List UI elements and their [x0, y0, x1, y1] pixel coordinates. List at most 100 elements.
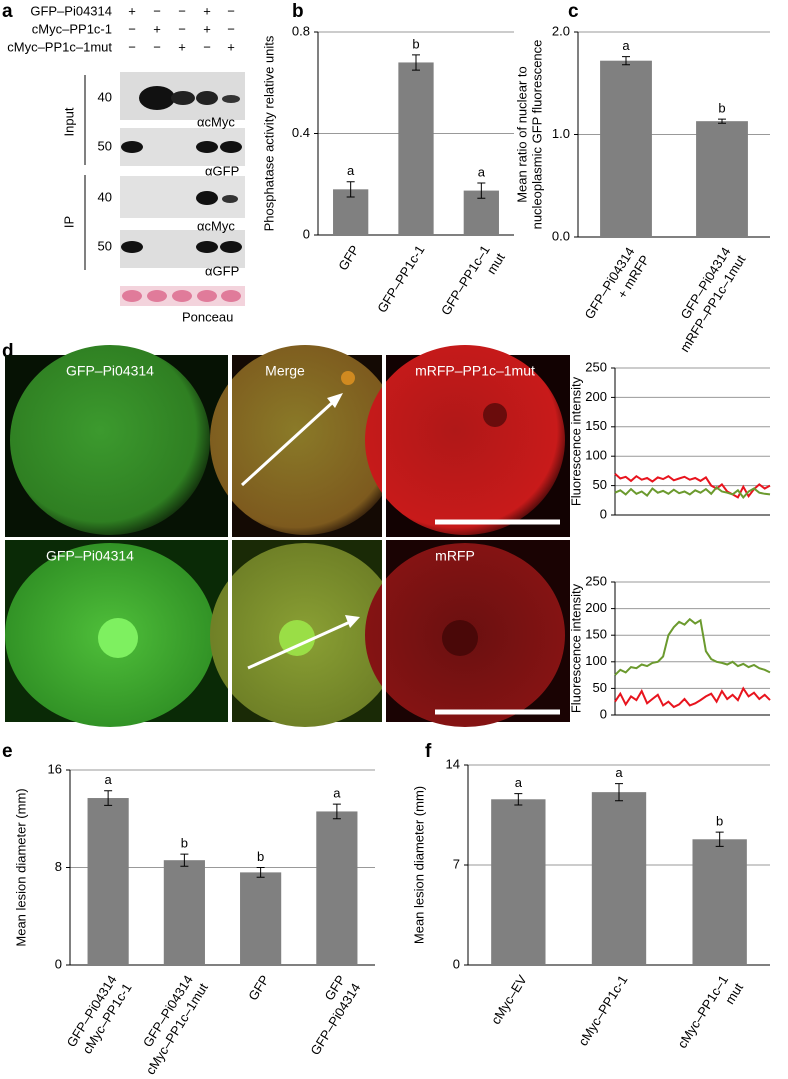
section-label: Input: [61, 107, 76, 136]
sign: +: [203, 3, 211, 18]
y-tick-label: 50: [593, 477, 607, 492]
error-bar: [180, 853, 189, 867]
sign: +: [153, 21, 161, 36]
y-tick-label: 16: [48, 761, 62, 776]
error-bar: [412, 54, 420, 71]
significance-letter: a: [615, 765, 623, 780]
antibody-label: αcMyc: [197, 218, 235, 233]
antibody-label: αcMyc: [197, 114, 235, 129]
bar: [696, 121, 748, 237]
bar: [398, 62, 434, 236]
sign: −: [178, 21, 186, 36]
mw-label: 40: [98, 89, 112, 104]
panel-label: e: [2, 741, 13, 762]
bar: [491, 799, 546, 965]
sign: −: [128, 21, 136, 36]
bar: [591, 792, 647, 965]
profile-line: [614, 686, 771, 709]
y-axis-label: Mean lesion diameter (mm): [411, 786, 426, 944]
significance-letter: a: [105, 772, 113, 787]
error-bar: [346, 181, 355, 198]
bar: [163, 860, 205, 965]
significance-letter: a: [478, 164, 486, 179]
y-axis-label: Mean ratio of nuclear to: [514, 66, 529, 203]
significance-letter: b: [716, 814, 723, 829]
y-tick-label: 7: [453, 856, 460, 871]
sign: +: [178, 39, 186, 54]
panel-label: b: [292, 1, 304, 22]
y-tick-label: 100: [585, 653, 607, 668]
sign: +: [128, 3, 136, 18]
y-tick-label: 0.4: [292, 125, 310, 140]
image-label: GFP–Pi04314: [66, 363, 154, 379]
bar: [692, 839, 747, 965]
error-bar: [256, 867, 265, 878]
sign: −: [128, 39, 136, 54]
y-tick-label: 2.0: [552, 23, 570, 38]
error-bar: [477, 182, 486, 199]
y-tick-label: 0: [55, 956, 62, 971]
panel-label: d: [2, 341, 14, 362]
bar: [316, 811, 358, 965]
sign: −: [203, 39, 211, 54]
error-bar: [514, 793, 523, 806]
stain-label: Ponceau: [182, 309, 233, 324]
error-bar: [715, 831, 724, 847]
mw-label: 50: [98, 238, 112, 253]
y-axis-label: Phosphatase activity relative units: [261, 35, 276, 231]
y-tick-label: 250: [585, 573, 607, 588]
y-tick-label: 100: [585, 448, 607, 463]
blot-images: [84, 72, 245, 306]
y-axis-label: nucleoplasmic GFP fluorescence: [529, 40, 544, 230]
significance-letter: a: [622, 38, 630, 53]
sign: −: [227, 21, 235, 36]
y-tick-label: 0: [453, 956, 460, 971]
y-tick-label: 50: [593, 680, 607, 695]
y-tick-label: 250: [585, 359, 607, 374]
y-axis-label: Fluorescence intensity: [568, 376, 583, 506]
micrographs: [5, 345, 570, 727]
x-tick-label: GFP–PP1c–1: [438, 242, 493, 317]
error-bar: [104, 790, 113, 806]
image-label: Merge: [265, 363, 305, 379]
antibody-label: αGFP: [205, 163, 239, 178]
error-bar: [718, 118, 726, 124]
x-tick-label: GFP–PP1c-1: [374, 242, 427, 315]
significance-letter: b: [412, 36, 419, 51]
significance-letter: b: [718, 101, 725, 116]
profile-line: [614, 617, 771, 676]
x-tick-label: cMyc–EV: [488, 972, 530, 1027]
bar: [87, 798, 129, 965]
significance-letter: b: [181, 836, 188, 851]
mw-label: 50: [98, 138, 112, 153]
antibody-label: αGFP: [205, 263, 239, 278]
error-bar: [615, 783, 623, 802]
y-tick-label: 200: [585, 389, 607, 404]
y-axis-label: Fluorescence intensity: [568, 583, 583, 713]
y-tick-label: 150: [585, 627, 607, 642]
sign: −: [178, 3, 186, 18]
panel-label: f: [425, 741, 432, 762]
row-label: cMyc–PP1c–1mut: [7, 39, 112, 54]
y-tick-label: 1.0: [552, 126, 570, 141]
row-label: GFP–Pi04314: [30, 3, 112, 18]
y-tick-label: 8: [55, 859, 62, 874]
y-tick-label: 14: [446, 756, 460, 771]
significance-letter: a: [515, 775, 523, 790]
mw-label: 40: [98, 189, 112, 204]
y-tick-label: 150: [585, 418, 607, 433]
image-label: mRFP–PP1c–1mut: [415, 363, 535, 379]
bar: [600, 60, 652, 238]
y-tick-label: 0: [600, 706, 607, 721]
y-axis-label: Mean lesion diameter (mm): [13, 788, 28, 946]
significance-letter: a: [347, 163, 355, 178]
x-tick-label: cMyc–PP1c–1: [674, 972, 731, 1050]
y-tick-label: 200: [585, 600, 607, 615]
x-tick-label: cMyc–PP1c-1: [575, 972, 630, 1048]
y-tick-label: 0: [600, 506, 607, 521]
error-bar: [332, 803, 341, 820]
sign: −: [153, 39, 161, 54]
error-bar: [622, 56, 630, 66]
image-label: GFP–Pi04314: [46, 548, 134, 564]
